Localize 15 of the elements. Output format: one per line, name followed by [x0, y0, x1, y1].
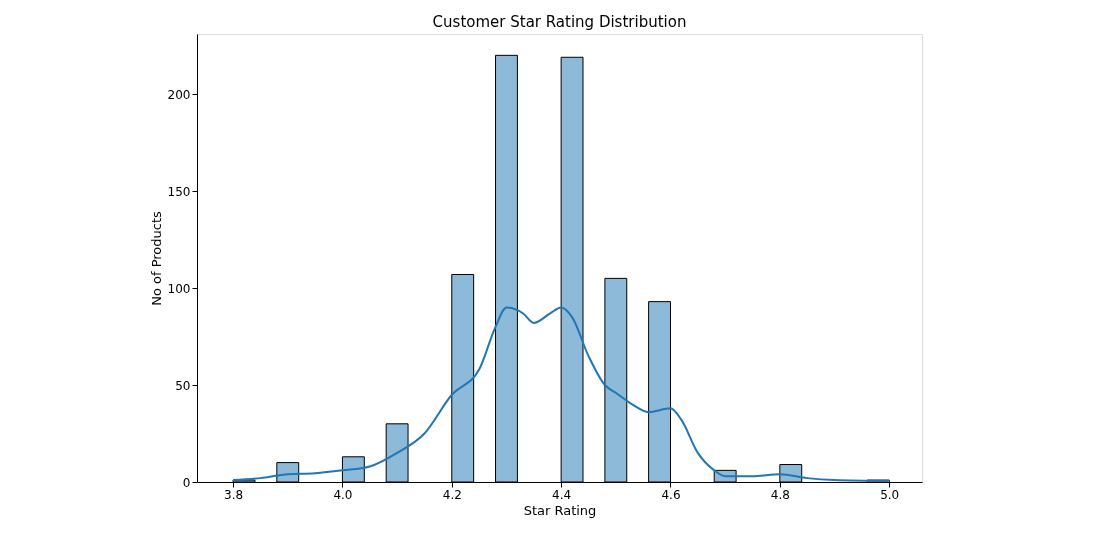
x-tick-label: 3.8 [224, 487, 244, 502]
x-axis-title: Star Rating [523, 502, 597, 518]
x-tick-label: 5.0 [880, 487, 900, 502]
y-tick-label: 150 [167, 184, 191, 199]
x-tick-label: 4.6 [661, 487, 681, 502]
chart-title: Customer Star Rating Distribution [432, 13, 687, 31]
y-tick-label: 50 [175, 378, 191, 393]
x-tick-label: 4.8 [770, 487, 790, 502]
y-tick-label: 0 [182, 475, 191, 490]
x-tick-label: 4.4 [552, 487, 572, 502]
x-tick-label: 4.0 [333, 487, 353, 502]
y-tick-label: 200 [167, 87, 191, 102]
x-tick-label: 4.2 [442, 487, 462, 502]
y-tick-label: 100 [167, 281, 191, 296]
y-axis-title: No of Products [148, 210, 164, 306]
